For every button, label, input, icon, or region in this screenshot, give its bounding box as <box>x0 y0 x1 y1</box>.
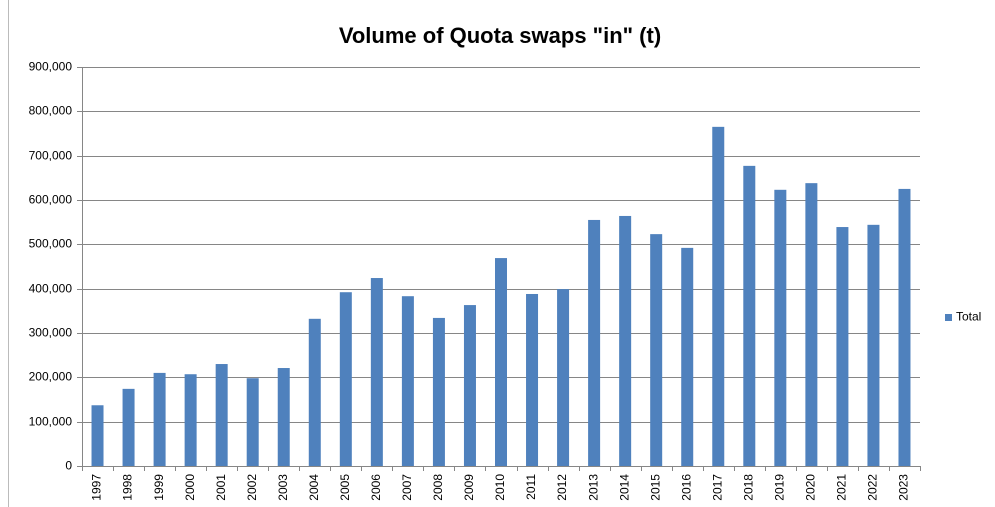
x-tick-label: 2010 <box>493 474 507 501</box>
bar <box>867 224 880 466</box>
bar <box>246 378 259 466</box>
x-tick-label: 1998 <box>121 474 135 501</box>
bar <box>184 374 197 466</box>
bar <box>277 368 290 466</box>
bar <box>153 372 166 466</box>
bar <box>774 189 787 466</box>
bar <box>463 305 476 466</box>
y-tick-label: 400,000 <box>29 282 73 296</box>
x-tick-label: 2001 <box>214 474 228 501</box>
legend-swatch <box>945 314 952 321</box>
x-tick-label: 2018 <box>741 474 755 501</box>
x-tick-label: 1999 <box>152 474 166 501</box>
y-tick-label: 900,000 <box>29 60 73 74</box>
bar <box>370 278 383 466</box>
bar <box>898 188 911 466</box>
x-tick-label: 2019 <box>773 474 787 501</box>
bar <box>557 289 570 466</box>
x-tick-label: 2006 <box>369 474 383 501</box>
x-tick-label: 2021 <box>835 474 849 501</box>
x-tick-label: 2022 <box>866 474 880 501</box>
bar <box>712 126 725 466</box>
y-tick-label: 500,000 <box>29 237 73 251</box>
bar <box>215 364 228 466</box>
y-tick-label: 700,000 <box>29 149 73 163</box>
bar <box>122 388 135 466</box>
chart-title: Volume of Quota swaps "in" (t) <box>339 23 661 48</box>
bar <box>836 227 849 466</box>
x-tick-label: 2020 <box>804 474 818 501</box>
x-tick-label: 2011 <box>524 474 538 500</box>
bar <box>743 165 756 466</box>
bar <box>495 258 507 466</box>
bar <box>432 317 445 466</box>
y-tick-label: 300,000 <box>29 326 73 340</box>
y-tick-label: 600,000 <box>29 193 73 207</box>
x-tick-label: 2014 <box>617 474 631 501</box>
x-tick-label: 2004 <box>307 474 321 501</box>
x-tick-label: 2007 <box>400 474 414 501</box>
x-tick-label: 2012 <box>555 474 569 501</box>
x-tick-label: 2003 <box>276 474 290 501</box>
x-tick-label: 2017 <box>710 474 724 501</box>
x-tick-label: 2000 <box>183 474 197 501</box>
y-tick-label: 800,000 <box>29 104 73 118</box>
x-tick-label: 2009 <box>462 474 476 501</box>
x-tick-label: 2002 <box>245 474 259 501</box>
bar <box>588 219 601 466</box>
bar <box>650 234 663 466</box>
x-tick-label: 2005 <box>338 474 352 501</box>
x-tick-label: 2015 <box>648 474 662 501</box>
y-tick-label: 100,000 <box>29 415 73 429</box>
bar <box>339 292 352 466</box>
bar <box>91 405 104 466</box>
x-tick-label: 2013 <box>586 474 600 501</box>
bar <box>805 183 818 467</box>
bar <box>401 296 414 466</box>
bar <box>619 215 632 466</box>
x-tick-label: 2008 <box>431 474 445 501</box>
x-tick-label: 1997 <box>90 474 104 501</box>
bar <box>681 247 694 466</box>
y-tick-label: 0 <box>65 459 72 473</box>
x-tick-label: 2023 <box>897 474 911 501</box>
y-tick-label: 200,000 <box>29 370 73 384</box>
x-tick-label: 2016 <box>679 474 693 501</box>
bar <box>526 293 539 466</box>
bar <box>308 318 321 466</box>
legend-label: Total <box>956 310 981 324</box>
